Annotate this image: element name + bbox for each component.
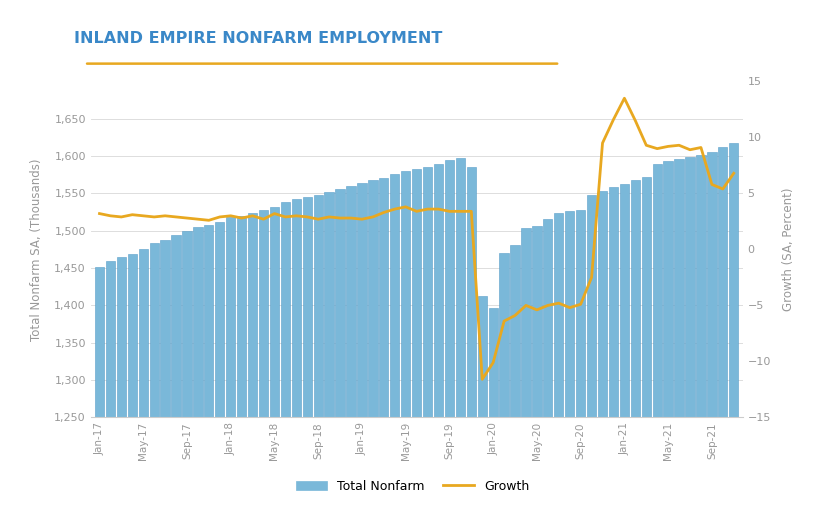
Bar (380, 178, 389, 509)
Bar (663, 160, 672, 509)
Bar (368, 180, 378, 509)
Bar (609, 187, 618, 509)
Bar (565, 211, 574, 509)
Bar (226, 217, 235, 509)
Bar (630, 180, 640, 509)
Bar (467, 166, 476, 509)
Bar (478, 296, 487, 509)
Bar (707, 152, 717, 509)
Bar (324, 192, 334, 509)
Y-axis label: Growth (SA, Percent): Growth (SA, Percent) (782, 188, 794, 311)
Bar (259, 210, 268, 509)
Bar (346, 186, 356, 509)
Bar (412, 169, 422, 509)
Bar (620, 184, 629, 509)
Bar (511, 245, 520, 509)
Bar (719, 147, 728, 509)
Bar (576, 210, 585, 509)
Bar (161, 240, 170, 509)
Bar (499, 253, 509, 509)
Bar (95, 267, 104, 509)
Bar (445, 160, 454, 509)
Bar (686, 157, 695, 509)
Bar (554, 213, 563, 509)
Bar (390, 174, 399, 509)
Bar (182, 231, 191, 509)
Bar (401, 171, 410, 509)
Bar (128, 254, 137, 509)
Bar (248, 213, 257, 509)
Bar (521, 228, 530, 509)
Bar (336, 189, 345, 509)
Bar (139, 249, 148, 509)
Bar (280, 203, 290, 509)
Bar (455, 158, 465, 509)
Bar (193, 227, 203, 509)
Bar (642, 177, 651, 509)
Bar (598, 191, 607, 509)
Bar (543, 219, 553, 509)
Bar (587, 195, 596, 509)
Legend: Total Nonfarm, Growth: Total Nonfarm, Growth (290, 475, 535, 498)
Bar (488, 308, 497, 509)
Bar (116, 257, 126, 509)
Bar (423, 166, 432, 509)
Bar (434, 163, 443, 509)
Bar (237, 216, 247, 509)
Bar (270, 207, 279, 509)
Bar (729, 144, 738, 509)
Bar (357, 183, 366, 509)
Bar (314, 195, 323, 509)
Bar (532, 225, 541, 509)
Bar (106, 261, 115, 509)
Bar (172, 235, 181, 509)
Bar (205, 225, 214, 509)
Bar (303, 197, 312, 509)
Bar (292, 200, 301, 509)
Bar (674, 159, 684, 509)
Y-axis label: Total Nonfarm SA, (Thousands): Total Nonfarm SA, (Thousands) (31, 158, 43, 341)
Text: INLAND EMPIRE NONFARM EMPLOYMENT: INLAND EMPIRE NONFARM EMPLOYMENT (74, 31, 443, 45)
Bar (215, 222, 224, 509)
Bar (696, 155, 705, 509)
Bar (653, 163, 662, 509)
Bar (149, 243, 159, 509)
